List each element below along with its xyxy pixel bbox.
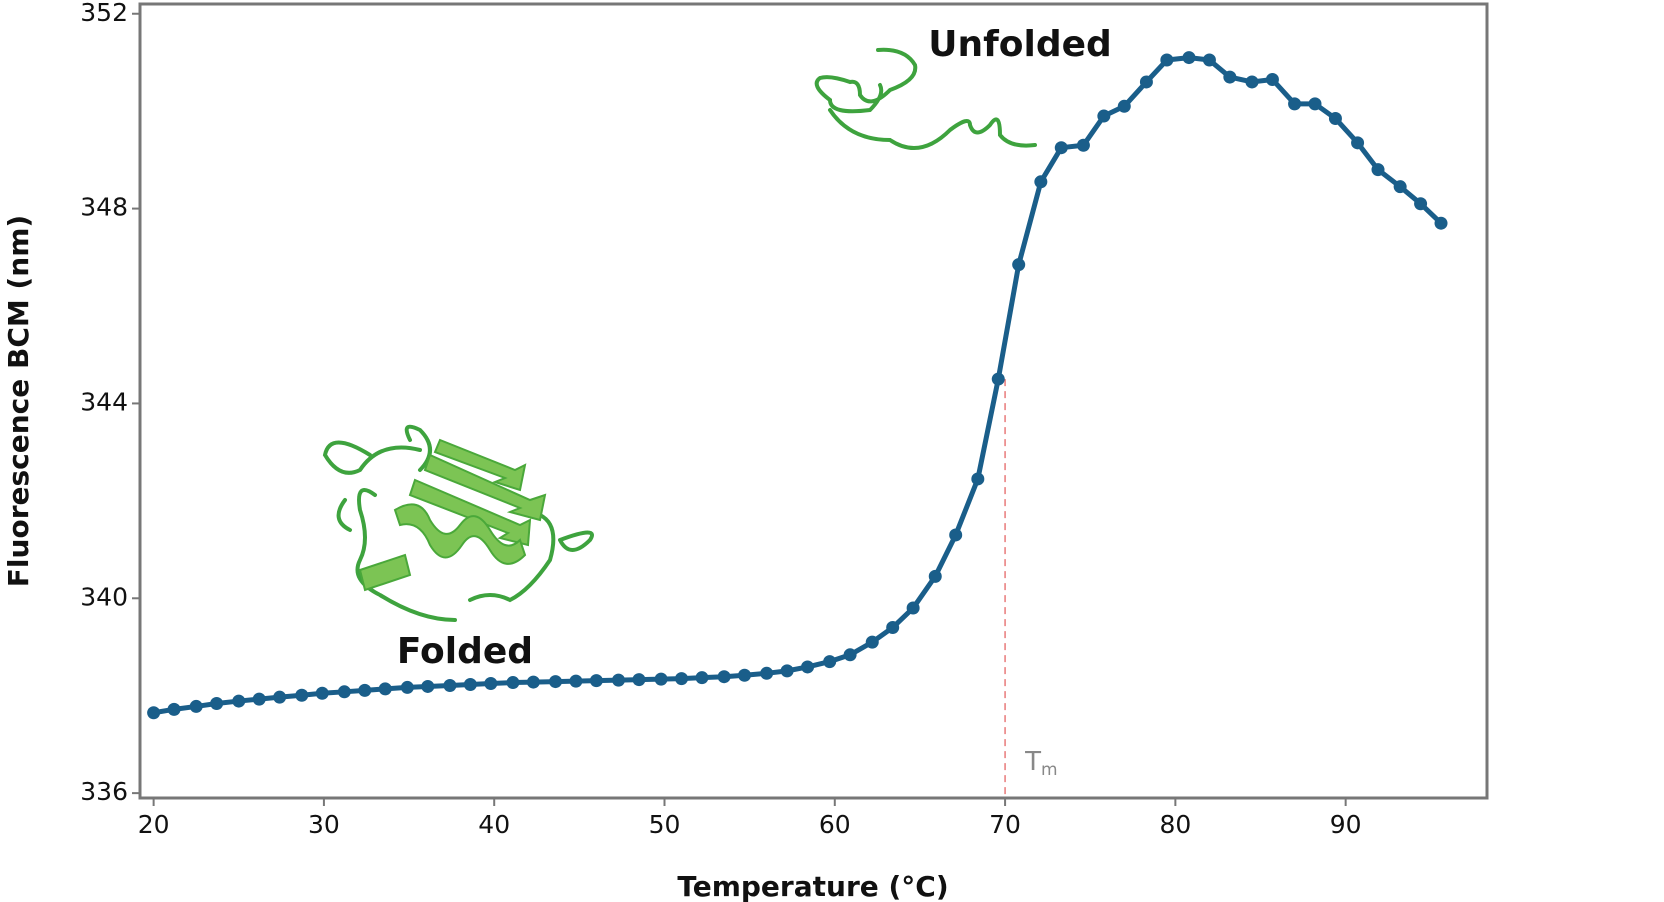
data-point — [843, 648, 857, 662]
data-point — [780, 664, 794, 678]
x-tick-label: 20 — [138, 810, 170, 839]
data-point — [1351, 136, 1365, 150]
data-point — [971, 472, 985, 486]
data-point — [484, 677, 498, 691]
data-point — [378, 682, 392, 696]
data-point — [1308, 97, 1322, 111]
data-point — [1265, 73, 1279, 87]
x-tick-label: 70 — [989, 810, 1021, 839]
series-line — [153, 55, 1443, 716]
data-point — [189, 699, 203, 713]
x-tick-label: 80 — [1159, 810, 1191, 839]
data-point — [569, 674, 583, 688]
data-point — [1097, 109, 1111, 123]
plot-frame — [138, 2, 1489, 800]
data-point — [295, 688, 309, 702]
data-point — [1034, 175, 1048, 189]
data-point — [549, 675, 563, 689]
data-point — [1414, 197, 1428, 211]
x-tick-label: 30 — [308, 810, 340, 839]
data-point — [991, 372, 1005, 386]
data-point — [358, 683, 372, 697]
data-point — [506, 676, 520, 690]
data-point — [589, 674, 603, 688]
data-point — [886, 621, 900, 635]
y-axis-label: Fluorescence BCM (nm) — [2, 215, 35, 587]
data-point — [1223, 70, 1237, 84]
data-point — [1012, 258, 1026, 272]
data-point — [526, 675, 540, 689]
data-point — [1393, 180, 1407, 194]
y-tick-label: 336 — [80, 777, 128, 806]
data-point — [147, 706, 161, 720]
data-point — [315, 686, 329, 700]
y-tick-label: 344 — [80, 387, 128, 416]
data-point — [1328, 111, 1342, 125]
data-point — [865, 635, 879, 649]
data-point — [695, 671, 709, 685]
folded-label: Folded — [397, 631, 533, 672]
data-point — [1245, 75, 1259, 89]
data-point — [1288, 97, 1302, 111]
y-tick-label: 352 — [80, 0, 128, 27]
data-point — [675, 672, 689, 686]
data-point — [167, 702, 181, 716]
data-point — [928, 569, 942, 583]
data-point — [337, 685, 351, 699]
data-point — [273, 690, 287, 704]
data-point — [1160, 53, 1174, 67]
data-point — [612, 673, 626, 687]
data-point — [738, 668, 752, 682]
folded-protein — [322, 424, 594, 622]
data-point — [717, 670, 731, 684]
data-point — [632, 673, 646, 687]
data-point — [1054, 141, 1068, 155]
tm-label-sub: m — [1041, 760, 1058, 780]
data-point — [1117, 99, 1131, 113]
data-point — [1202, 53, 1216, 67]
data-point — [1182, 51, 1196, 65]
x-axis-label: Temperature (°C) — [677, 870, 948, 902]
data-point — [463, 678, 477, 692]
data-point — [1139, 75, 1153, 89]
y-tick-label: 348 — [80, 193, 128, 222]
data-point — [421, 679, 435, 693]
data-point — [1371, 163, 1385, 177]
x-tick-label: 50 — [649, 810, 681, 839]
data-point — [232, 694, 246, 708]
data-point — [906, 601, 920, 615]
data-point — [801, 660, 815, 674]
data-point — [654, 672, 668, 686]
data-point — [760, 666, 774, 680]
data-point — [823, 655, 837, 669]
tm-label-main: T — [1024, 747, 1041, 777]
x-tick-label: 90 — [1330, 810, 1362, 839]
unfolded-protein — [814, 47, 1037, 150]
tm-label: Tm — [1024, 747, 1057, 781]
data-point — [443, 678, 457, 692]
data-point — [1434, 216, 1448, 230]
y-tick-label: 340 — [80, 582, 128, 611]
data-point — [210, 696, 224, 710]
data-point — [400, 680, 414, 694]
data-point — [1076, 138, 1090, 152]
data-point — [252, 692, 266, 706]
x-tick-label: 60 — [819, 810, 851, 839]
data-point — [949, 528, 963, 542]
unfolded-label: Unfolded — [928, 24, 1112, 65]
x-tick-label: 40 — [478, 810, 510, 839]
